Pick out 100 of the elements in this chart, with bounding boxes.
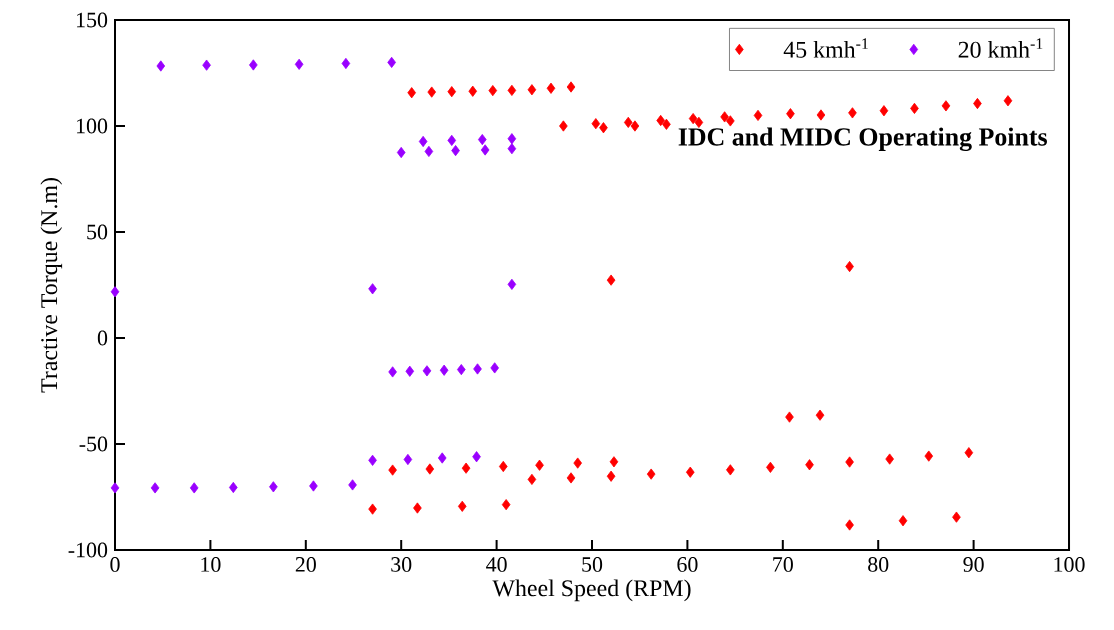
point	[816, 109, 826, 121]
point	[368, 454, 377, 466]
y-tick-label: 50	[87, 224, 108, 240]
point	[941, 100, 951, 112]
point	[924, 450, 934, 462]
point	[898, 515, 908, 527]
point	[424, 145, 434, 158]
point	[591, 118, 601, 130]
point	[726, 464, 735, 476]
point	[599, 122, 608, 134]
point	[447, 134, 457, 146]
legend-label: 20 kmh$^{-1}$	[958, 38, 1043, 58]
point	[269, 481, 278, 493]
point	[407, 87, 416, 99]
x-tick-label: 20	[295, 557, 316, 572]
x-tick-label: 70	[773, 557, 793, 572]
point	[309, 480, 318, 492]
point	[753, 109, 763, 121]
x-tick-label: 0	[110, 557, 120, 572]
annotation: IDC and MIDC Operating Points	[678, 127, 1047, 152]
point	[623, 116, 633, 128]
point	[468, 85, 478, 97]
point	[387, 56, 396, 68]
point	[885, 453, 894, 465]
point	[662, 118, 671, 130]
point	[566, 81, 576, 93]
point	[726, 115, 735, 127]
point	[461, 462, 471, 474]
point	[910, 102, 919, 114]
x-tick-label: 30	[391, 557, 412, 572]
point	[490, 362, 499, 374]
y-tick-label: 100	[77, 118, 108, 134]
point	[535, 459, 544, 471]
point	[786, 108, 795, 120]
point	[403, 453, 413, 466]
point	[688, 113, 698, 125]
point	[488, 85, 498, 97]
point	[879, 105, 889, 117]
legend-label: 45 kmh$^{-1}$	[783, 38, 868, 58]
point	[630, 120, 640, 132]
y-tick-label: 150	[77, 12, 108, 28]
point	[566, 472, 576, 484]
point	[694, 116, 704, 128]
x-tick-label: 80	[868, 557, 889, 572]
point	[546, 82, 556, 94]
point	[294, 58, 304, 70]
point	[507, 143, 517, 155]
point	[507, 278, 517, 290]
point	[457, 500, 467, 512]
point	[437, 452, 447, 464]
point	[368, 503, 377, 515]
point	[685, 466, 695, 478]
point	[559, 120, 568, 132]
point	[418, 135, 428, 148]
point	[189, 482, 199, 494]
y-axis-title: Tractive Torque (N.m)	[40, 178, 63, 393]
point	[501, 499, 511, 511]
y-tick-label: 0	[97, 330, 108, 346]
point	[348, 479, 357, 491]
point	[427, 86, 437, 98]
point	[609, 456, 619, 468]
point	[110, 482, 120, 494]
point	[527, 473, 537, 485]
point	[405, 365, 415, 377]
x-tick-label: 40	[486, 557, 507, 572]
point	[848, 107, 857, 119]
point	[507, 84, 517, 96]
point	[573, 457, 582, 469]
point	[425, 463, 435, 475]
point	[785, 411, 794, 423]
point	[110, 286, 120, 298]
point	[457, 364, 466, 376]
point	[766, 461, 775, 473]
point	[413, 502, 422, 514]
x-tick-label: 10	[201, 557, 221, 572]
point	[202, 59, 211, 71]
x-tick-label: 100	[1054, 557, 1085, 572]
point	[388, 366, 397, 378]
point	[720, 111, 729, 123]
x-tick-label: 60	[677, 557, 698, 572]
point	[606, 470, 616, 482]
point	[388, 464, 397, 476]
point	[341, 57, 351, 70]
point	[815, 409, 825, 421]
point	[805, 459, 814, 471]
point	[368, 283, 377, 295]
x-axis-title: Wheel Speed (RPM)	[492, 579, 691, 602]
point	[447, 86, 457, 98]
point	[150, 482, 160, 494]
point	[472, 451, 481, 463]
point	[156, 60, 166, 72]
point	[473, 363, 482, 375]
y-tick-label: -50	[79, 436, 108, 452]
point	[249, 59, 258, 71]
point	[480, 144, 490, 156]
point	[845, 456, 854, 468]
y-tick-label: -100	[68, 542, 108, 558]
x-tick-label: 90	[963, 557, 984, 572]
point	[527, 84, 537, 96]
point	[845, 519, 854, 531]
